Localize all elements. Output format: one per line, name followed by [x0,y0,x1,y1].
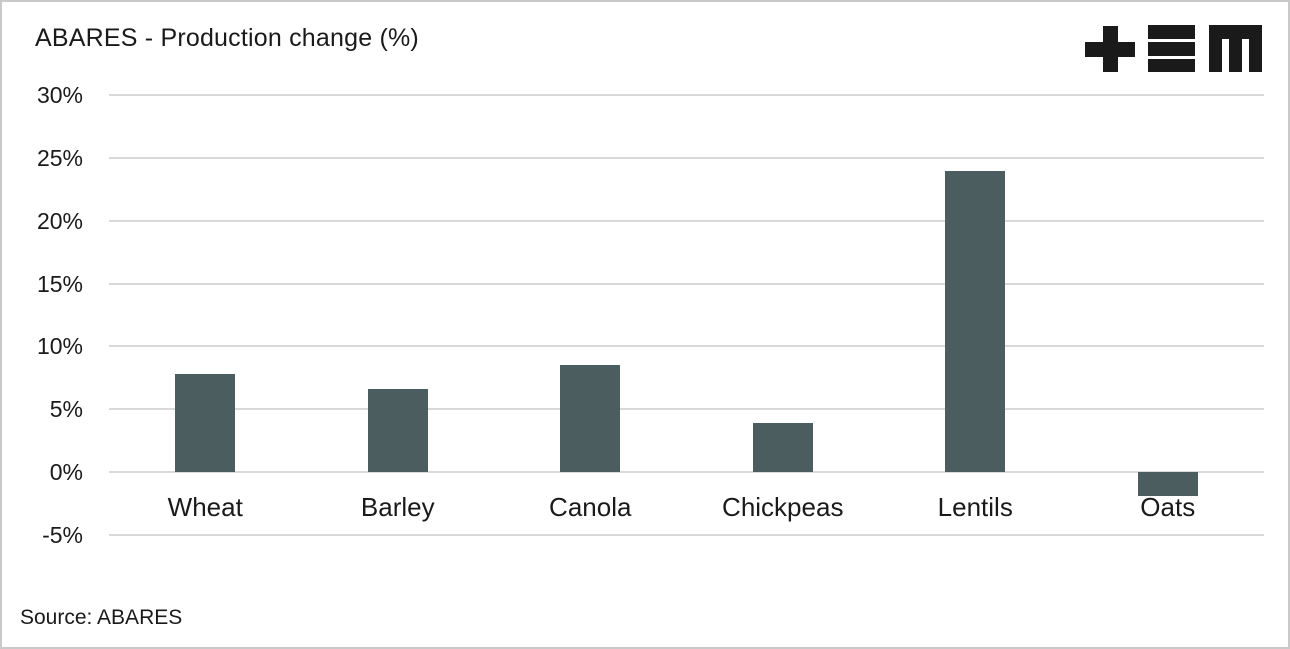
gridline-0pct [109,471,1264,473]
gridline--5pct [109,533,1264,536]
chart-title: ABARES - Production change (%) [35,24,419,52]
x-category-label-lentils: Lentils [937,492,1013,522]
bar-canola [560,365,621,472]
gridline-15pct [109,282,1264,285]
x-category-label-barley: Barley [360,492,435,522]
gridline-30pct [109,94,1264,97]
bar-barley [367,389,428,472]
gridline-20pct [109,219,1264,222]
y-tick-label-10pct: 10% [36,333,83,360]
x-category-label-oats: Oats [1140,492,1196,522]
bar-wheat [175,374,236,472]
gridline-10pct [109,345,1264,348]
bar-lentils [945,170,1006,472]
tem-logo [1085,25,1262,72]
gridline-5pct [109,408,1264,411]
triple-bar-icon [1148,25,1195,72]
y-tick-label-15pct: 15% [36,270,83,297]
x-category-label-canola: Canola [549,492,632,522]
x-category-label-wheat: Wheat [167,492,243,522]
x-category-label-chickpeas: Chickpeas [722,492,844,522]
y-tick-label--5pct: -5% [42,521,83,548]
m-glyph-icon [1209,25,1262,72]
plus-icon [1085,26,1135,72]
bar-oats [1137,472,1198,496]
y-tick-label-25pct: 25% [36,145,83,172]
y-tick-label-20pct: 20% [36,207,83,234]
y-tick-label-5pct: 5% [49,396,83,423]
source-note: Source: ABARES [20,606,183,629]
bar-chickpeas [752,423,813,472]
gridline-25pct [109,157,1264,160]
y-tick-label-30pct: 30% [36,82,83,109]
y-tick-label-0pct: 0% [49,459,83,485]
